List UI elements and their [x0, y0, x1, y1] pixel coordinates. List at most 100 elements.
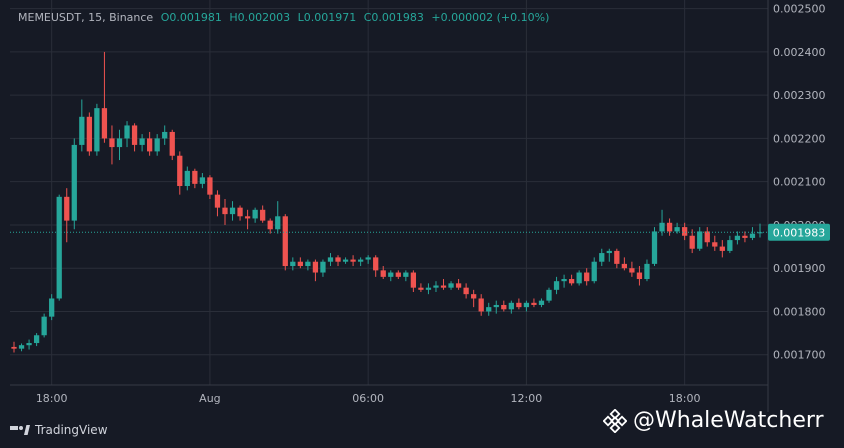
x-tick-label: Aug [199, 392, 220, 405]
candle-body [124, 125, 130, 139]
candle [591, 257, 597, 284]
candle-body [86, 116, 92, 152]
candle-body [538, 300, 545, 305]
candle [651, 227, 658, 267]
candle [395, 270, 401, 280]
candle [599, 248, 605, 267]
candle-body [418, 287, 424, 290]
high-value: H0.002003 [229, 11, 291, 24]
candle-body [33, 335, 40, 344]
candle-body [162, 131, 168, 139]
candle-body [305, 261, 311, 267]
candle [162, 125, 168, 145]
candle [199, 173, 206, 189]
candle-body [689, 235, 695, 249]
candle-body [508, 302, 514, 310]
candle [49, 294, 55, 321]
candle [614, 248, 620, 269]
candle-body [599, 253, 605, 262]
candle-body [199, 177, 206, 184]
candle-body [704, 231, 710, 243]
candle [26, 339, 32, 350]
candle-body [365, 257, 371, 260]
candle-body [493, 304, 499, 308]
candle-body [169, 131, 175, 156]
last-price-label: 0.001983 [768, 223, 830, 241]
candle-body [56, 196, 62, 299]
candle-body [26, 343, 32, 346]
candle [606, 248, 612, 262]
y-tick-label: 0.001800 [773, 305, 826, 318]
candle-body [282, 216, 288, 267]
candle [109, 125, 115, 165]
candle-body [116, 138, 123, 148]
candle-body [312, 261, 319, 273]
candle [666, 218, 673, 236]
watermark-text: @WhaleWatcherr [633, 408, 824, 433]
candle-body [18, 345, 25, 349]
last-price-label-text: 0.001983 [773, 226, 826, 239]
candle-body [666, 222, 673, 232]
candle [636, 266, 643, 286]
candle [757, 223, 763, 238]
candle [56, 194, 62, 301]
candle [184, 166, 190, 191]
candle-body [373, 257, 379, 271]
change-value: +0.000002 (+0.10%) [431, 11, 550, 24]
candle [139, 134, 145, 152]
candle-body [297, 261, 303, 267]
candle [71, 138, 77, 230]
candle [380, 266, 386, 280]
candle [297, 257, 303, 269]
watermark: @WhaleWatcherr [603, 408, 824, 433]
chart-grid [10, 0, 768, 385]
candle [546, 287, 552, 303]
y-axis[interactable]: 0.002500 0.002400 0.002300 0.002200 0.002100… [773, 3, 826, 362]
tradingview-icon [10, 424, 30, 436]
candle [373, 255, 379, 277]
candle-body [471, 294, 477, 299]
candle [79, 99, 85, 152]
candle-body [636, 272, 643, 280]
candle [516, 298, 522, 310]
candle-body [11, 346, 17, 349]
symbol-legend: MEMEUSDT, 15, Binance O0.001981 H0.00200… [18, 11, 553, 24]
candle [64, 188, 70, 243]
candle-body [674, 227, 680, 232]
candle [674, 222, 680, 234]
candle-body [553, 281, 560, 290]
candle [327, 253, 334, 267]
candle-body [395, 272, 401, 277]
candle-body [440, 285, 447, 288]
candle [508, 300, 514, 314]
candle-body [350, 259, 356, 262]
candle [177, 151, 183, 195]
candle-body [290, 261, 296, 267]
candle-body [712, 242, 718, 247]
candle-body [335, 257, 341, 262]
candle [320, 259, 326, 277]
candle-body [177, 155, 183, 187]
candle-body [101, 108, 108, 139]
candle [124, 121, 130, 148]
candle-body [659, 222, 665, 232]
candle-body [606, 250, 612, 254]
candle [154, 134, 160, 156]
candle [342, 257, 349, 264]
candle [350, 255, 356, 267]
candle [260, 205, 266, 223]
candle [561, 274, 567, 288]
candle [418, 283, 424, 292]
candle [312, 259, 319, 282]
candle-body [222, 207, 228, 215]
tradingview-label: TradingView [35, 423, 108, 437]
candle-body [49, 298, 55, 317]
symbol-label[interactable]: MEMEUSDT, 15, Binance [18, 11, 154, 24]
x-axis[interactable]: 18:00 Aug 06:00 12:00 18:00 [36, 392, 701, 405]
candle-body [531, 302, 537, 305]
tradingview-logo[interactable]: TradingView [10, 423, 108, 437]
candle [712, 235, 718, 251]
low-value: L0.001971 [297, 11, 357, 24]
candle [538, 298, 545, 308]
